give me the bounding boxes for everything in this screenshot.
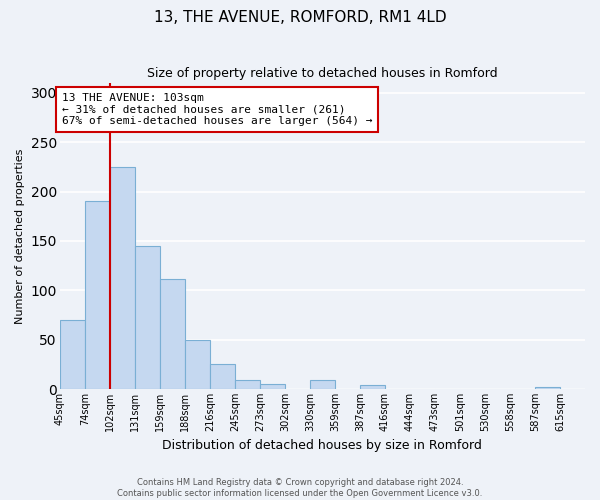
- Bar: [185, 340, 210, 389]
- Bar: [535, 387, 560, 389]
- Title: Size of property relative to detached houses in Romford: Size of property relative to detached ho…: [147, 68, 497, 80]
- X-axis label: Distribution of detached houses by size in Romford: Distribution of detached houses by size …: [163, 440, 482, 452]
- Bar: [210, 364, 235, 389]
- Bar: [85, 202, 110, 389]
- Y-axis label: Number of detached properties: Number of detached properties: [15, 148, 25, 324]
- Text: Contains HM Land Registry data © Crown copyright and database right 2024.
Contai: Contains HM Land Registry data © Crown c…: [118, 478, 482, 498]
- Text: 13, THE AVENUE, ROMFORD, RM1 4LD: 13, THE AVENUE, ROMFORD, RM1 4LD: [154, 10, 446, 25]
- Bar: [60, 320, 85, 389]
- Bar: [135, 246, 160, 389]
- Bar: [160, 280, 185, 389]
- Text: 13 THE AVENUE: 103sqm
← 31% of detached houses are smaller (261)
67% of semi-det: 13 THE AVENUE: 103sqm ← 31% of detached …: [62, 93, 372, 126]
- Bar: [235, 380, 260, 389]
- Bar: [360, 385, 385, 389]
- Bar: [110, 167, 135, 389]
- Bar: [260, 384, 285, 389]
- Bar: [310, 380, 335, 389]
